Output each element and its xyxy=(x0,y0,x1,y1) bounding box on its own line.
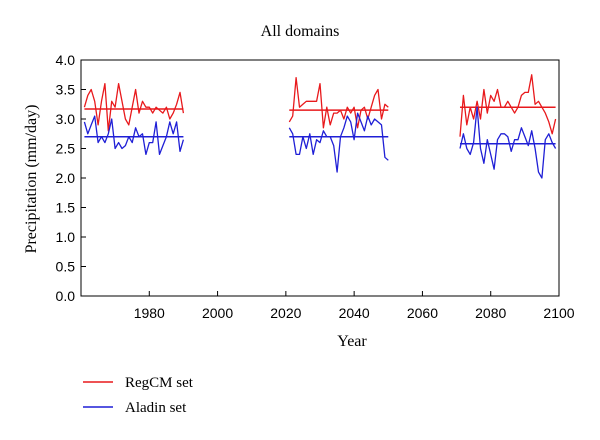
series-aladin-line-3 xyxy=(459,106,557,179)
series-regcm-line-1 xyxy=(83,82,185,132)
series-aladin-line-2 xyxy=(288,112,389,173)
y-tick-label: 0.0 xyxy=(56,288,76,304)
x-tick-label: 2060 xyxy=(407,305,438,321)
y-tick-label: 1.5 xyxy=(56,200,76,216)
series-regcm-line-3 xyxy=(459,74,557,137)
y-tick-label: 4.0 xyxy=(56,52,76,68)
y-tick-label: 2.5 xyxy=(56,141,76,157)
x-tick-label: 2040 xyxy=(339,305,370,321)
series-aladin xyxy=(83,106,557,179)
y-tick-label: 3.0 xyxy=(56,111,76,127)
x-tick-label: 2100 xyxy=(543,305,574,321)
y-tick-label: 3.5 xyxy=(56,82,76,98)
y-tick-label: 1.0 xyxy=(56,229,76,245)
axes: 0.0 0.5 1.0 1.5 2.0 2.5 3.0 3.5 4.0 1980 2000 2020 2… xyxy=(56,52,575,321)
x-axis-title: Year xyxy=(337,333,367,350)
series-aladin-line-1 xyxy=(83,115,185,156)
plot-frame xyxy=(80,59,560,297)
x-tick-label: 2080 xyxy=(475,305,506,321)
y-tick-label: 2.0 xyxy=(56,170,76,186)
y-tick-label: 0.5 xyxy=(56,259,76,275)
legend-label-aladin: Aladin set xyxy=(125,400,187,416)
x-tick-label: 1980 xyxy=(134,305,165,321)
series-regcm-line-2 xyxy=(288,77,389,129)
series-regcm xyxy=(83,74,557,137)
chart-title: All domains xyxy=(261,23,340,40)
legend-label-regcm: RegCM set xyxy=(125,375,194,391)
series-group xyxy=(83,74,557,179)
x-tick-label: 2000 xyxy=(202,305,233,321)
plot-area xyxy=(80,59,560,297)
legend: RegCM set Aladin set xyxy=(83,375,194,416)
y-axis-title: Precipitation (mm/day) xyxy=(23,105,40,254)
x-tick-label: 2020 xyxy=(270,305,301,321)
